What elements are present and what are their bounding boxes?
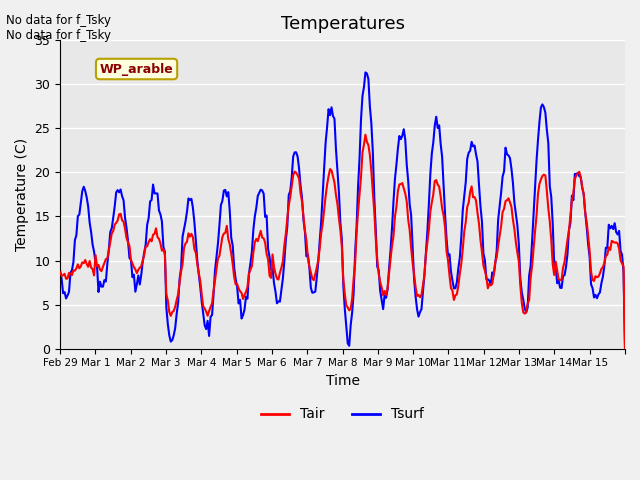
Text: No data for f_Tsky
No data for f_Tsky: No data for f_Tsky No data for f_Tsky (6, 14, 111, 42)
Title: Temperatures: Temperatures (280, 15, 404, 33)
Text: WP_arable: WP_arable (100, 62, 173, 75)
Y-axis label: Temperature (C): Temperature (C) (15, 138, 29, 251)
Legend: Tair, Tsurf: Tair, Tsurf (255, 402, 429, 427)
X-axis label: Time: Time (326, 374, 360, 388)
